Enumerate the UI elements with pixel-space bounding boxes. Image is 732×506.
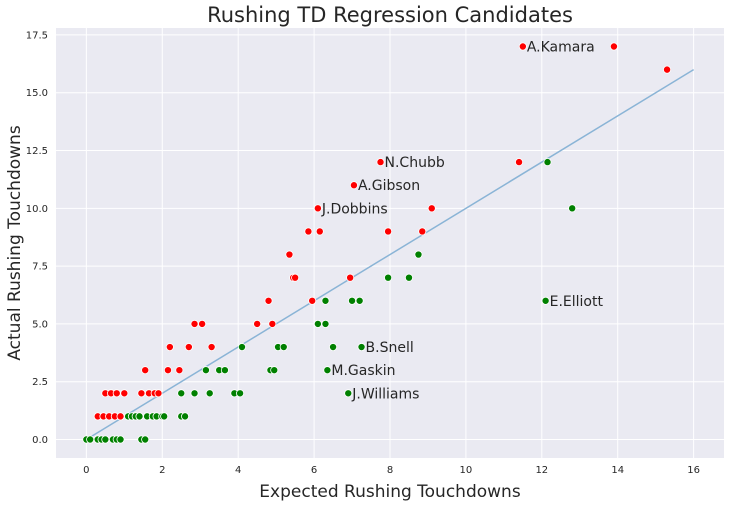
data-point [163,366,172,375]
y-tick-label: 0.0 [32,435,48,446]
data-point [568,204,577,213]
y-tick-label: 15.0 [26,88,48,99]
x-tick-labels: 0 2 4 6 8 10 12 14 16 [83,465,700,476]
point-annotation: B.Snell [366,340,414,356]
data-point [101,435,110,444]
data-point [86,435,95,444]
data-point [541,296,550,305]
data-point [384,227,393,236]
data-point [313,204,322,213]
data-point [543,158,552,167]
data-point [205,389,214,398]
data-point [663,65,672,74]
data-point [404,273,413,282]
x-tick-label: 12 [535,465,548,476]
data-point [207,343,216,352]
data-point [181,412,190,421]
data-point [315,227,324,236]
data-points [82,42,672,444]
point-annotation: J.Williams [351,386,419,402]
data-point [160,412,169,421]
trend-line [85,68,695,441]
y-axis-label: Actual Rushing Touchdowns [5,125,25,360]
x-tick-label: 2 [159,465,165,476]
data-point [112,389,121,398]
point-annotation: E.Elliott [550,294,604,310]
data-point [346,273,355,282]
data-point [236,389,245,398]
data-point [518,42,527,51]
data-point [268,319,277,328]
data-point [137,389,146,398]
data-point [116,412,125,421]
data-point [427,204,436,213]
data-point [609,42,618,51]
data-point [355,296,364,305]
data-point [141,435,150,444]
data-point [237,343,246,352]
trend-line-group [85,68,695,441]
y-tick-label: 5.0 [32,319,48,330]
data-point [285,250,294,259]
data-point [264,296,273,305]
x-tick-label: 16 [687,465,700,476]
x-tick-label: 0 [83,465,89,476]
y-tick-label: 7.5 [32,262,48,273]
point-annotation: A.Kamara [527,39,595,55]
data-point [154,389,163,398]
chart-title: Rushing TD Regression Candidates [207,3,573,27]
x-tick-label: 14 [611,465,624,476]
data-point [323,366,332,375]
y-tick-label: 12.5 [26,146,48,157]
point-annotation: N.Chubb [385,155,445,171]
data-point [418,227,427,236]
data-point [270,366,279,375]
data-point [279,343,288,352]
grid [56,28,724,458]
data-point [291,273,300,282]
data-point [304,227,313,236]
data-point [321,319,330,328]
data-point [376,158,385,167]
y-tick-label: 17.5 [26,30,48,41]
data-point [141,366,150,375]
data-point [515,158,524,167]
data-point [321,296,330,305]
y-tick-labels: 0.0 2.5 5.0 7.5 10.0 12.5 15.0 17.5 [26,30,48,446]
point-annotation: J.Dobbins [321,201,388,217]
data-point [220,366,229,375]
data-point [349,181,358,190]
data-point [184,343,193,352]
data-point [253,319,262,328]
x-axis-label: Expected Rushing Touchdowns [259,482,521,502]
x-tick-label: 4 [235,465,241,476]
annotations: A.Kamara N.Chubb A.Gibson J.Dobbins E.Elliot… [321,39,604,402]
data-point [175,366,184,375]
data-point [165,343,174,352]
data-point [116,435,125,444]
data-point [313,319,322,328]
data-point [384,273,393,282]
data-point [414,250,423,259]
x-tick-label: 6 [311,465,317,476]
data-point [329,343,338,352]
point-annotation: M.Gaskin [331,363,395,379]
y-tick-label: 2.5 [32,377,48,388]
data-point [357,343,366,352]
data-point [198,319,207,328]
data-point [201,366,210,375]
data-point [348,296,357,305]
y-tick-label: 10.0 [26,204,48,215]
data-point [190,319,199,328]
data-point [120,389,129,398]
data-point [135,412,144,421]
data-point [308,296,317,305]
data-point [177,389,186,398]
point-annotation: A.Gibson [358,178,420,194]
x-tick-label: 10 [460,465,473,476]
data-point [344,389,353,398]
data-point [190,389,199,398]
x-tick-label: 8 [387,465,393,476]
